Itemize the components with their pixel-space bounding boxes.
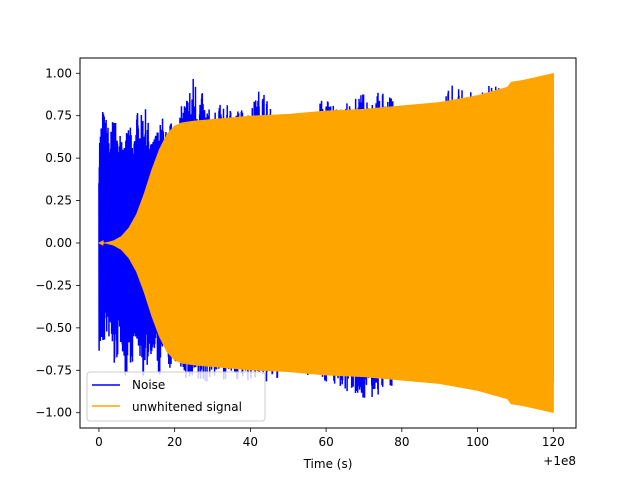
y-axis: −1.00 −0.75 −0.50 −0.25 0.00 0.25 0.50 0.75 1.00 [35,66,80,420]
legend-box [86,371,266,422]
x-tick-label: 40 [243,435,258,449]
y-tick-label: −0.75 [35,363,72,377]
x-tick-label: 80 [394,435,409,449]
x-tick-label: 120 [542,435,565,449]
y-tick-label: 1.00 [45,66,72,80]
y-tick-label: 0.50 [45,151,72,165]
y-tick-label: −1.00 [35,406,72,420]
x-axis-label: Time (s) [303,457,353,471]
x-tick-label: 20 [167,435,182,449]
legend-label-noise: Noise [132,378,165,392]
y-tick-label: 0.75 [45,109,72,123]
legend-label-unwhitened-signal: unwhitened signal [132,400,242,414]
y-tick-label: 0.00 [45,236,72,250]
x-axis: 0 20 40 60 80 100 120 [95,428,565,449]
x-axis-offset-label: +1e8 [543,454,576,468]
y-tick-label: −0.25 [35,278,72,292]
y-tick-label: 0.25 [45,194,72,208]
plot-area [98,73,555,413]
legend: Noise unwhitened signal [86,371,266,422]
y-tick-label: −0.50 [35,321,72,335]
x-tick-label: 0 [95,435,103,449]
x-tick-label: 100 [466,435,489,449]
series-unwhitened-signal-line [98,73,555,413]
x-tick-label: 60 [318,435,333,449]
